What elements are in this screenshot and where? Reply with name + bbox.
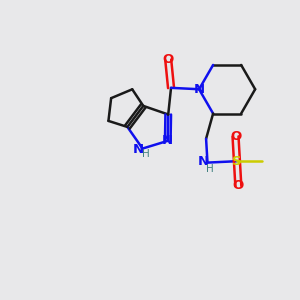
Text: N: N xyxy=(133,143,144,156)
Text: O: O xyxy=(163,53,174,66)
Text: N: N xyxy=(198,155,209,168)
Text: O: O xyxy=(230,130,241,143)
Text: N: N xyxy=(194,83,205,96)
Text: O: O xyxy=(233,179,244,192)
Text: H: H xyxy=(206,164,214,174)
Text: H: H xyxy=(142,149,150,159)
Text: N: N xyxy=(162,134,173,147)
Text: S: S xyxy=(232,155,242,168)
